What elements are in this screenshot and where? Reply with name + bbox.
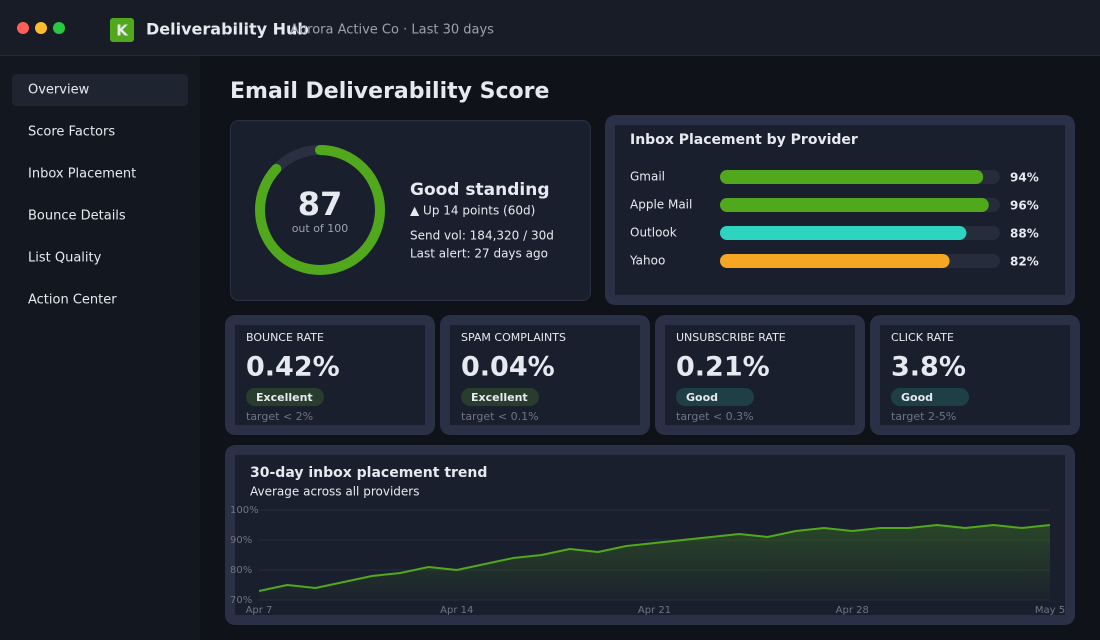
metric-badge <box>676 388 754 406</box>
metric-badge-label: Good <box>686 391 718 404</box>
y-tick-label: 90% <box>230 535 252 546</box>
provider-name: Yahoo <box>629 254 665 268</box>
metric-name: BOUNCE RATE <box>246 331 324 344</box>
x-tick-label: May 5 <box>1035 605 1065 616</box>
nav-label[interactable]: Bounce Details <box>28 209 126 224</box>
window-minimize[interactable] <box>35 22 47 34</box>
last-alert: Last alert: 27 days ago <box>410 247 548 261</box>
bar-label: 96% <box>1010 199 1039 213</box>
provider-name: Apple Mail <box>630 198 692 212</box>
bar-label: 88% <box>1010 227 1039 241</box>
score-status: Good standing <box>410 180 550 200</box>
nav-item[interactable] <box>12 74 188 106</box>
metric-badge-label: Excellent <box>471 391 528 404</box>
logo-letter: K <box>116 22 129 40</box>
x-tick-label: Apr 28 <box>836 605 869 616</box>
nav-label[interactable]: Score Factors <box>28 125 115 140</box>
metric-value: 0.42% <box>246 352 340 383</box>
bar <box>720 226 967 240</box>
metric-name: CLICK RATE <box>891 331 954 344</box>
score-value: 87 <box>298 185 343 223</box>
y-tick-label: 70% <box>230 595 252 606</box>
app-title: Deliverability Hub <box>146 20 309 39</box>
metric-target: target < 0.1% <box>461 410 539 423</box>
provider-name: Gmail <box>630 170 665 184</box>
bar <box>720 254 950 268</box>
metric-card <box>880 325 1070 425</box>
nav-label[interactable]: Action Center <box>28 293 117 308</box>
x-tick-label: Apr 14 <box>440 605 473 616</box>
trend-subtitle: Average across all providers <box>250 485 419 499</box>
bar <box>720 198 989 212</box>
metric-card <box>235 325 425 425</box>
score-max: out of 100 <box>292 222 349 235</box>
bar <box>720 170 984 184</box>
window-maximize[interactable] <box>53 22 65 34</box>
metric-value: 3.8% <box>891 352 966 383</box>
metric-badge <box>461 388 539 406</box>
placement-title: Inbox Placement by Provider <box>630 132 858 148</box>
send-volume: Send vol: 184,320 / 30d <box>410 229 554 243</box>
bar-label: 82% <box>1010 255 1039 269</box>
window-close[interactable] <box>17 22 29 34</box>
logo <box>110 18 134 42</box>
metric-target: target 2-5% <box>891 410 956 423</box>
metric-card <box>665 325 855 425</box>
trend-line <box>258 524 1051 592</box>
metric-name: SPAM COMPLAINTS <box>461 331 566 344</box>
metric-card <box>450 325 640 425</box>
y-tick-label: 80% <box>230 565 252 576</box>
top-bar <box>0 0 1100 55</box>
metric-badge <box>246 388 324 406</box>
page-title: Email Deliverability Score <box>230 79 549 104</box>
sidebar <box>0 56 200 640</box>
gauge-arc <box>255 145 385 275</box>
nav-label[interactable]: Inbox Placement <box>28 167 136 182</box>
metric-badge <box>891 388 969 406</box>
provider-name: Outlook <box>630 226 677 240</box>
metric-badge-label: Good <box>901 391 933 404</box>
x-tick-label: Apr 21 <box>638 605 671 616</box>
score-change: ▲ Up 14 points (60d) <box>410 204 535 218</box>
y-tick-label: 100% <box>230 505 259 516</box>
score-card <box>230 120 591 301</box>
trend-title: 30-day inbox placement trend <box>250 465 487 481</box>
metric-target: target < 0.3% <box>676 410 754 423</box>
x-tick-label: Apr 7 <box>246 605 273 616</box>
metric-value: 0.04% <box>461 352 555 383</box>
metric-badge-label: Excellent <box>256 391 313 404</box>
metric-value: 0.21% <box>676 352 770 383</box>
trend-area <box>259 525 1050 600</box>
app-subtitle: Aurora Active Co · Last 30 days <box>290 23 494 38</box>
metric-name: UNSUBSCRIBE RATE <box>676 331 786 344</box>
metric-target: target < 2% <box>246 410 313 423</box>
bar-label: 94% <box>1010 171 1039 185</box>
nav-label[interactable]: List Quality <box>28 251 102 266</box>
nav-label[interactable]: Overview <box>28 83 90 98</box>
